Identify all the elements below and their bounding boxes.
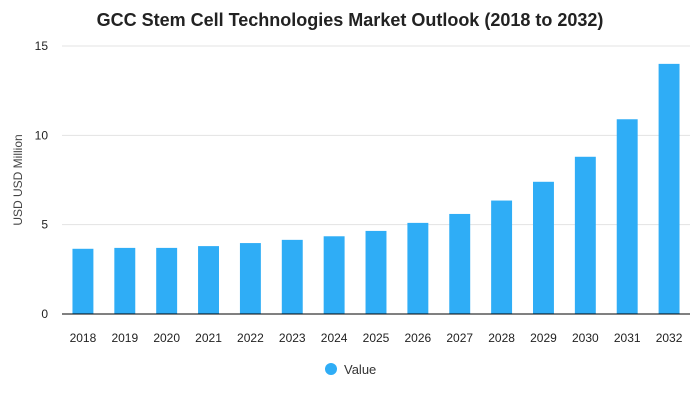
bars [72, 63, 680, 315]
x-tick-label-2021: 2021 [195, 331, 222, 345]
x-tick-label-2025: 2025 [363, 331, 390, 345]
bar-2029[interactable] [533, 181, 554, 314]
bar-2022[interactable] [239, 243, 261, 314]
x-tick-label-2018: 2018 [70, 331, 97, 345]
y-tick-label: 0 [41, 307, 48, 321]
x-tick-label-2028: 2028 [488, 331, 515, 345]
bar-2020[interactable] [156, 247, 178, 314]
bar-2025[interactable] [365, 230, 387, 314]
y-axis-ticks: 0 5 10 15 [35, 39, 49, 321]
x-tick-label-2023: 2023 [279, 331, 306, 345]
legend-marker-value [325, 363, 337, 375]
legend-label-value: Value [344, 362, 376, 377]
bar-2030[interactable] [574, 156, 596, 314]
bar-2021[interactable] [198, 246, 219, 314]
bar-2026[interactable] [407, 222, 429, 314]
bar-2027[interactable] [449, 213, 471, 314]
bar-2019[interactable] [114, 247, 136, 314]
bar-2031[interactable] [616, 119, 638, 315]
bar-2024[interactable] [323, 236, 345, 314]
bar-2028[interactable] [491, 200, 513, 314]
x-tick-label-2020: 2020 [153, 331, 180, 345]
x-axis-ticks: 2018 2019 2020 2021 2022 2023 2024 2025 2026 2027… [70, 331, 683, 345]
x-tick-label-2019: 2019 [111, 331, 138, 345]
bar-2018[interactable] [72, 248, 94, 314]
x-tick-label-2026: 2026 [405, 331, 432, 345]
y-tick-label: 5 [41, 218, 48, 232]
chart-title: GCC Stem Cell Technologies Market Outloo… [97, 10, 604, 30]
x-tick-label-2029: 2029 [530, 331, 557, 345]
x-tick-label-2022: 2022 [237, 331, 264, 345]
bar-2032[interactable] [658, 63, 680, 314]
y-tick-label: 15 [35, 39, 49, 53]
x-tick-label-2027: 2027 [446, 331, 473, 345]
x-tick-label-2024: 2024 [321, 331, 348, 345]
y-axis-label: USD USD Million [11, 134, 25, 225]
y-tick-label: 10 [35, 128, 49, 142]
x-tick-label-2030: 2030 [572, 331, 599, 345]
bar-2023[interactable] [281, 239, 303, 314]
x-tick-label-2032: 2032 [656, 331, 683, 345]
x-tick-label-2031: 2031 [614, 331, 641, 345]
legend[interactable]: Value [325, 362, 376, 377]
